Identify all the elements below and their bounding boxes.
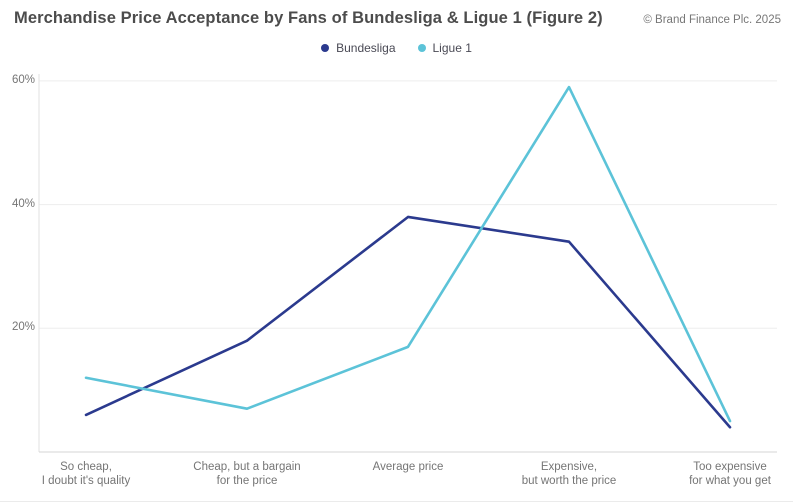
x-tick-label-2: Cheap, but a bargain for the price <box>193 461 301 487</box>
x-tick-label-4: Expensive, but worth the price <box>521 461 617 487</box>
x-tick-label-3: Average price <box>372 461 444 473</box>
copyright-text: © Brand Finance Plc. 2025 <box>643 14 781 26</box>
series-line-bundesliga <box>84 215 732 429</box>
x-tick-label-1: So cheap, I doubt it's quality <box>41 461 131 487</box>
y-tick-label-60: 60% <box>11 73 35 86</box>
legend-dot-bundesliga-icon <box>321 44 330 52</box>
legend-dot-ligue1-icon <box>417 44 426 52</box>
y-tick-label-40: 40% <box>11 197 35 210</box>
y-tick-label-20: 20% <box>11 321 35 334</box>
legend-label-ligue1: Ligue 1 <box>432 41 472 55</box>
chart-legend: Bundesliga Ligue 1 <box>0 41 793 55</box>
x-tick-label-5: Too expensive for what you get <box>689 461 771 487</box>
legend-item-ligue1: Ligue 1 <box>417 41 472 55</box>
series-line-ligue-1 <box>84 85 732 423</box>
legend-label-bundesliga: Bundesliga <box>336 41 396 55</box>
chart-title: Merchandise Price Acceptance by Fans of … <box>14 9 603 27</box>
legend-item-bundesliga: Bundesliga <box>321 41 396 55</box>
